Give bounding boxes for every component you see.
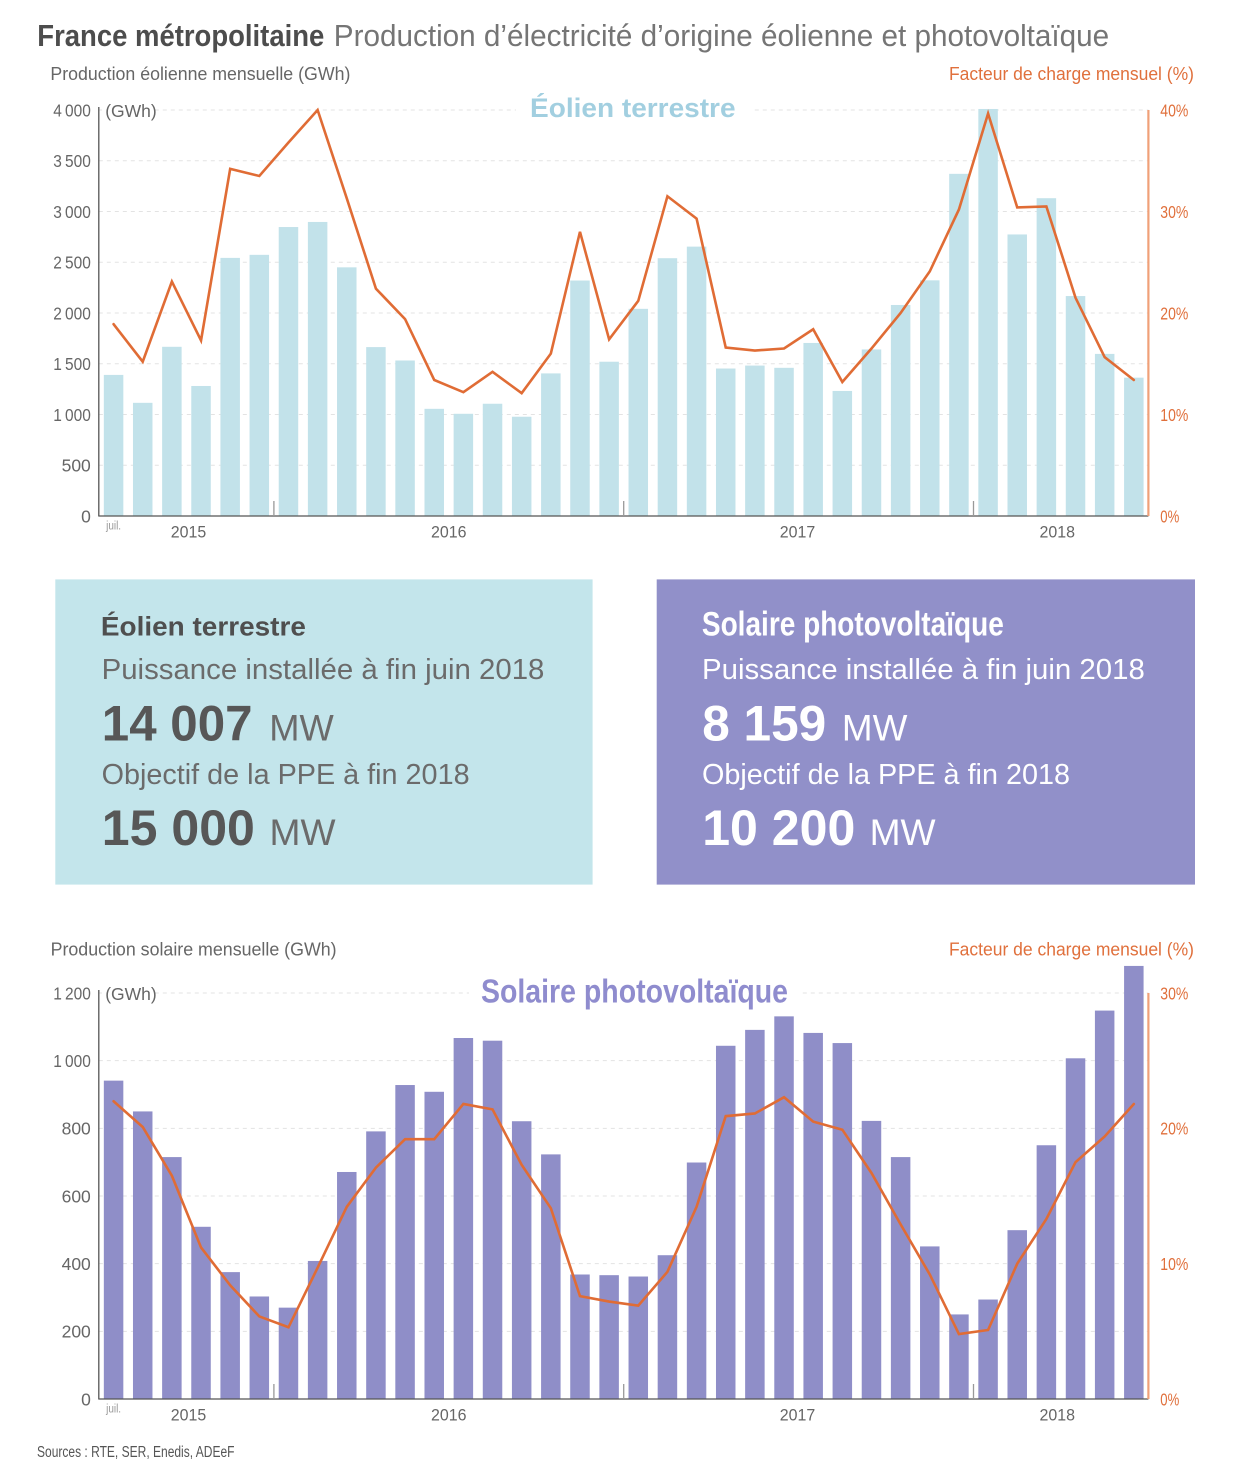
svg-text:2015: 2015 (171, 523, 207, 541)
svg-text:40%: 40% (1160, 100, 1188, 120)
svg-text:30%: 30% (1160, 983, 1188, 1003)
svg-text:2017: 2017 (780, 1406, 816, 1424)
svg-text:Éolien terrestre: Éolien terrestre (530, 92, 736, 123)
svg-text:14 007: 14 007 (102, 696, 253, 752)
svg-text:(GWh): (GWh) (105, 984, 157, 1004)
svg-text:Solaire photovoltaïque: Solaire photovoltaïque (481, 974, 788, 1011)
svg-text:(GWh): (GWh) (105, 101, 157, 121)
svg-text:30%: 30% (1160, 202, 1188, 222)
svg-text:1 000: 1 000 (53, 405, 91, 425)
svg-text:10%: 10% (1160, 405, 1188, 425)
svg-text:1 500: 1 500 (53, 354, 91, 374)
svg-text:Sources : RTE, SER, Enedis, AD: Sources : RTE, SER, Enedis, ADEeF (37, 1444, 235, 1461)
svg-text:4 000: 4 000 (53, 100, 91, 120)
svg-text:Production d’électricité d’ori: Production d’électricité d’origine éolie… (334, 19, 1109, 53)
svg-text:MW: MW (270, 812, 336, 853)
svg-text:Puissance installée à fin juin: Puissance installée à fin juin 2018 (102, 654, 545, 686)
svg-text:0: 0 (81, 506, 91, 526)
svg-text:Facteur de charge mensuel (%): Facteur de charge mensuel (%) (949, 63, 1194, 84)
svg-text:2016: 2016 (431, 523, 467, 541)
svg-text:MW: MW (269, 708, 334, 749)
svg-text:France métropolitaine: France métropolitaine (37, 19, 324, 53)
svg-text:2 000: 2 000 (53, 303, 91, 323)
svg-text:15 000: 15 000 (102, 800, 255, 856)
svg-text:MW: MW (842, 708, 908, 749)
svg-text:1 200: 1 200 (53, 983, 91, 1003)
svg-text:400: 400 (62, 1254, 91, 1274)
svg-text:800: 800 (62, 1119, 91, 1139)
svg-text:10 200: 10 200 (702, 800, 855, 856)
svg-text:Objectif de la PPE à fin 2018: Objectif de la PPE à fin 2018 (102, 759, 470, 791)
svg-text:2015: 2015 (171, 1406, 207, 1424)
svg-text:Objectif de la PPE à fin 2018: Objectif de la PPE à fin 2018 (702, 759, 1070, 791)
svg-text:2016: 2016 (431, 1406, 467, 1424)
svg-text:10%: 10% (1160, 1254, 1188, 1274)
svg-text:3 500: 3 500 (53, 151, 91, 171)
svg-text:Solaire photovoltaïque: Solaire photovoltaïque (702, 605, 1004, 643)
svg-text:500: 500 (62, 456, 91, 476)
svg-text:Puissance installée à fin juin: Puissance installée à fin juin 2018 (702, 654, 1145, 686)
svg-text:600: 600 (62, 1186, 91, 1206)
svg-text:2018: 2018 (1040, 1406, 1076, 1424)
svg-text:Production solaire mensuelle (: Production solaire mensuelle (GWh) (51, 939, 337, 960)
svg-text:juil.: juil. (105, 1404, 121, 1416)
svg-text:0%: 0% (1160, 1389, 1179, 1409)
svg-text:Production éolienne mensuelle: Production éolienne mensuelle (GWh) (50, 63, 350, 84)
svg-text:2018: 2018 (1040, 523, 1076, 541)
svg-text:juil.: juil. (105, 521, 121, 533)
svg-text:8 159: 8 159 (702, 696, 826, 752)
svg-text:20%: 20% (1160, 303, 1188, 323)
svg-text:2 500: 2 500 (53, 253, 91, 273)
svg-text:0%: 0% (1160, 506, 1179, 526)
svg-text:20%: 20% (1160, 1119, 1188, 1139)
svg-text:MW: MW (870, 812, 936, 853)
svg-text:3 000: 3 000 (53, 202, 91, 222)
svg-text:Facteur de charge mensuel (%): Facteur de charge mensuel (%) (949, 939, 1194, 960)
svg-text:1 000: 1 000 (53, 1051, 91, 1071)
svg-text:0: 0 (81, 1389, 91, 1409)
svg-text:Éolien terrestre: Éolien terrestre (101, 611, 306, 641)
svg-text:2017: 2017 (780, 523, 816, 541)
svg-text:200: 200 (62, 1322, 91, 1342)
